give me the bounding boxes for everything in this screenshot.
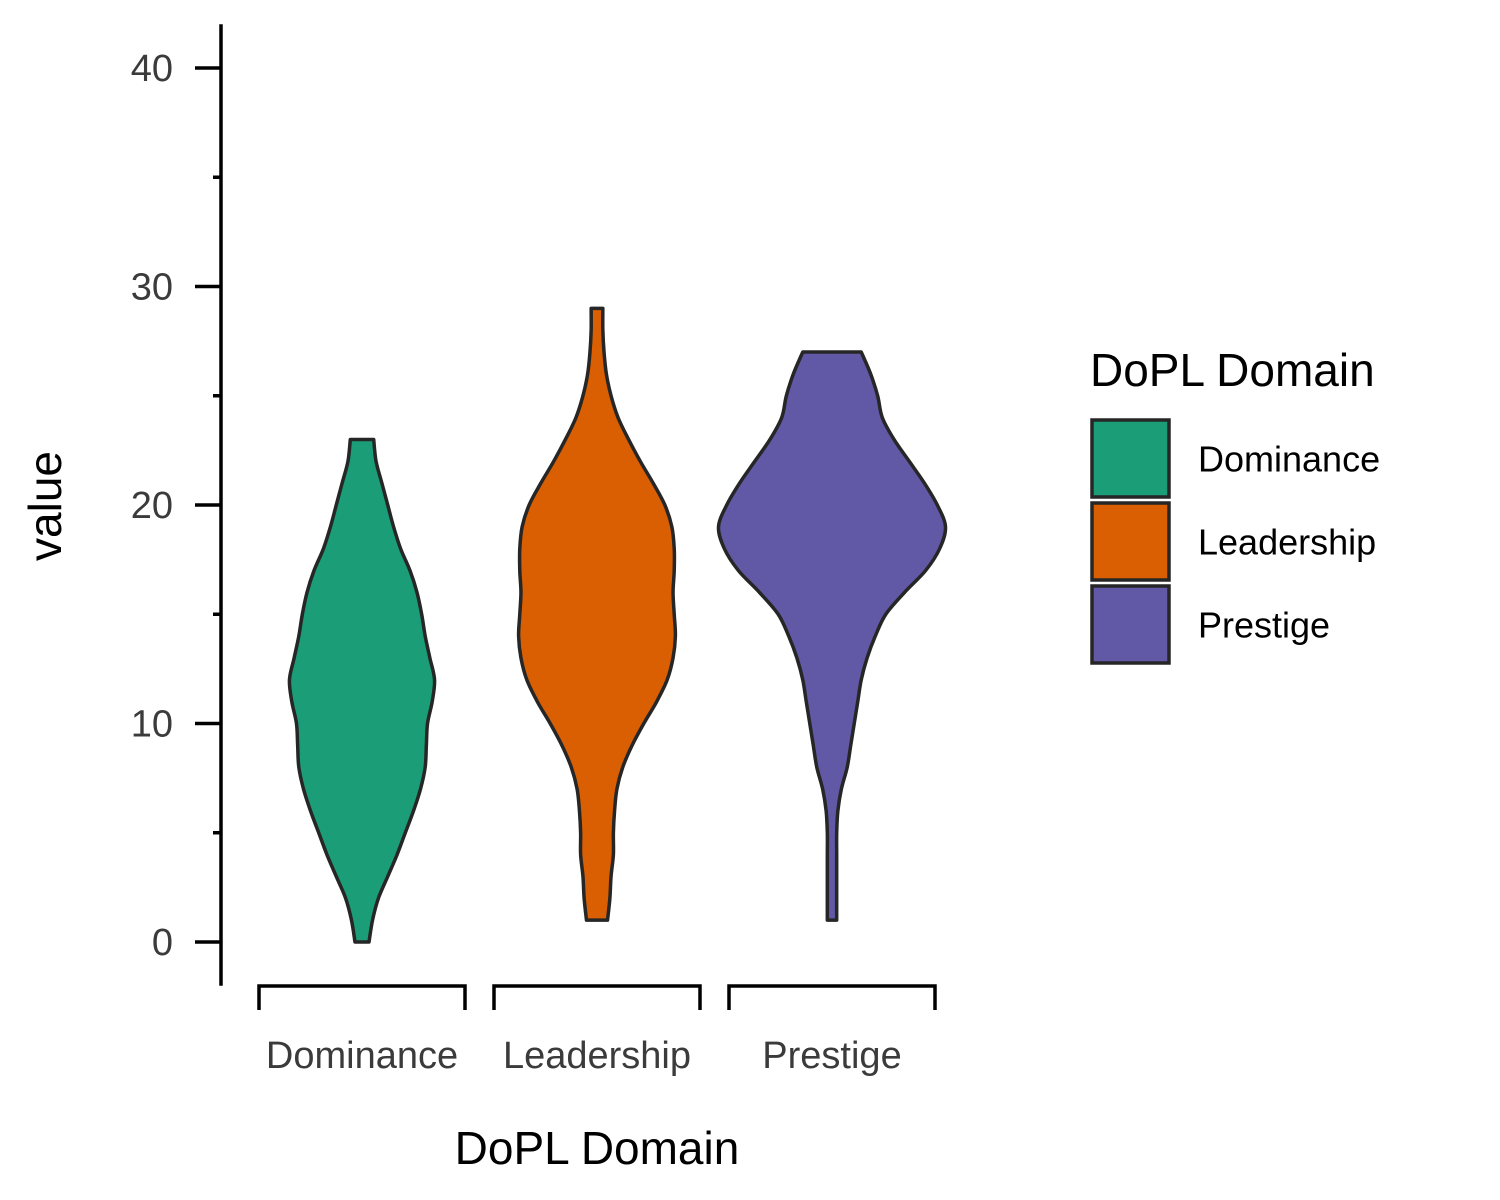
x-axis-bracket xyxy=(257,984,467,1010)
y-tick-label: 30 xyxy=(131,267,173,309)
y-tick-label: 20 xyxy=(131,485,173,527)
violin-dominance xyxy=(287,437,437,944)
violin-prestige xyxy=(716,350,948,922)
x-axis-title: DoPL Domain xyxy=(455,1122,740,1174)
violins xyxy=(287,306,948,944)
legend-label-prestige: Prestige xyxy=(1198,605,1330,646)
y-tick-label: 0 xyxy=(152,922,173,964)
legend-key-prestige xyxy=(1090,584,1171,665)
y-tick-label: 40 xyxy=(131,48,173,90)
y-axis-title: value xyxy=(19,451,71,561)
x-axis: Dominance Leadership Prestige xyxy=(257,984,937,1077)
legend-key-leadership xyxy=(1090,501,1171,582)
x-tick-label: Prestige xyxy=(762,1035,901,1077)
y-axis: 0 10 20 30 40 xyxy=(131,24,223,986)
x-axis-bracket xyxy=(492,984,702,1010)
y-tick-label: 10 xyxy=(131,704,173,746)
x-tick-label: Dominance xyxy=(266,1035,458,1077)
legend-title: DoPL Domain xyxy=(1090,344,1375,396)
legend: DoPL Domain Dominance Leadership Prestige xyxy=(1090,344,1380,665)
violin-leadership xyxy=(516,306,678,922)
x-axis-bracket xyxy=(727,984,937,1010)
legend-label-leadership: Leadership xyxy=(1198,522,1376,563)
x-tick-label: Leadership xyxy=(503,1035,691,1077)
legend-label-dominance: Dominance xyxy=(1198,439,1380,480)
legend-key-dominance xyxy=(1090,418,1171,499)
